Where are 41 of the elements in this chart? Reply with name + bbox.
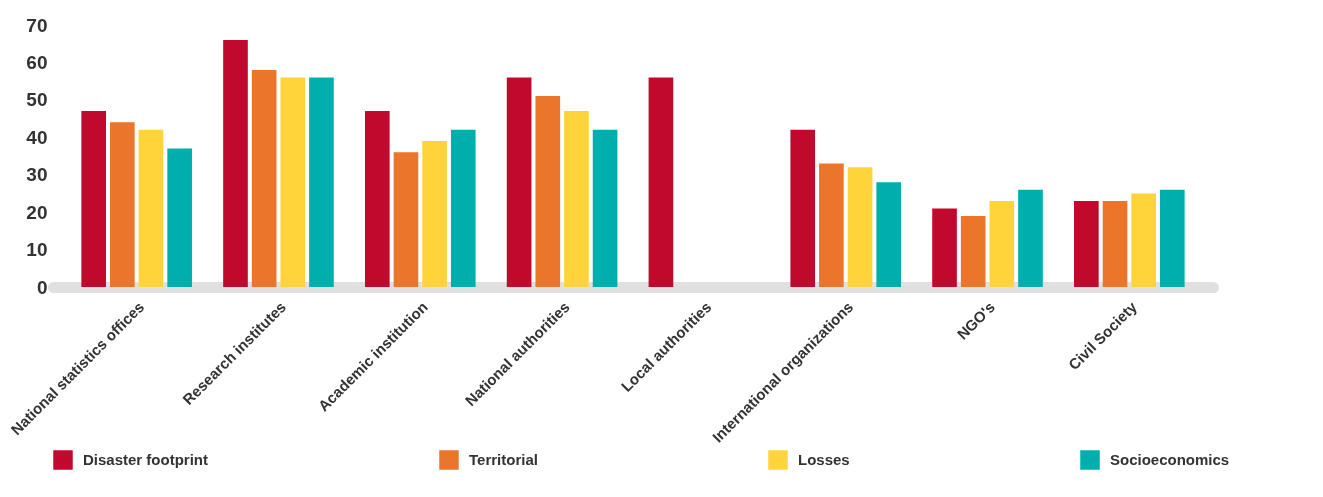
bar (847, 167, 873, 287)
bar (960, 215, 986, 287)
bar (364, 111, 390, 287)
bar (989, 200, 1015, 287)
bar (592, 129, 618, 287)
y-tick-label: 50 (26, 89, 48, 111)
bar (564, 111, 589, 287)
bar (535, 96, 561, 287)
y-tick-label: 20 (26, 201, 48, 223)
bar (110, 122, 135, 287)
bar (932, 208, 957, 287)
bar (280, 77, 306, 287)
y-tick-label: 60 (26, 51, 48, 73)
legend-label: Disaster footprint (83, 451, 209, 468)
bar (81, 111, 107, 287)
bar (876, 182, 902, 287)
bar (790, 129, 816, 287)
y-tick-label: 30 (26, 164, 48, 186)
bar (251, 69, 277, 287)
bar (223, 39, 248, 287)
y-tick-label: 40 (26, 126, 48, 148)
bar (167, 148, 192, 287)
bar (450, 129, 476, 287)
legend-label: Territorial (469, 451, 538, 468)
bar (1018, 189, 1043, 287)
bar (506, 77, 532, 287)
bar (393, 152, 419, 287)
bar (1131, 193, 1156, 287)
y-tick-label: 10 (26, 239, 48, 261)
bar (422, 141, 447, 287)
bar (648, 77, 674, 287)
bar (1159, 189, 1185, 287)
legend-label: Socioeconomics (1110, 451, 1230, 468)
bar (1102, 200, 1128, 287)
y-tick-label: 0 (36, 276, 48, 298)
legend-label: Losses (798, 451, 850, 468)
y-tick-label: 70 (26, 14, 48, 36)
bar (1074, 200, 1099, 287)
bar (309, 77, 334, 287)
bar (819, 163, 844, 287)
bar (138, 129, 164, 287)
